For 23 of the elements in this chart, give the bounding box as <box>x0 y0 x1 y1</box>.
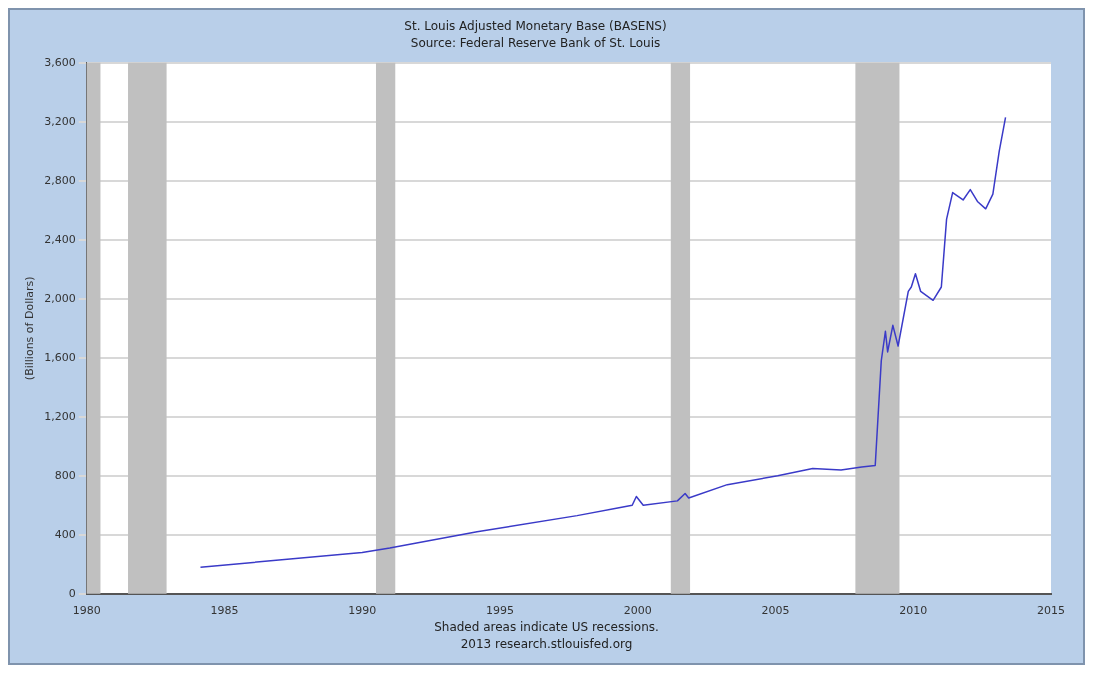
y-tick-label: 3,600 <box>44 55 76 69</box>
x-tick-label: 1980 <box>72 604 101 618</box>
chart-title: St. Louis Adjusted Monetary Base (BASENS) <box>404 19 667 34</box>
y-tick-label: 1,200 <box>44 409 76 423</box>
x-tick-label: 2005 <box>761 604 790 618</box>
y-tick-label: 0 <box>68 586 76 600</box>
y-tick-label: 1,600 <box>44 350 76 364</box>
text: 2013 research.stlouisfed.org <box>460 637 633 651</box>
y-axis-title: (Billions of Dollars) <box>23 276 37 381</box>
y-tick-label: 2,000 <box>44 291 76 305</box>
y-tick-label: 800 <box>54 468 76 482</box>
x-tick-label: 2010 <box>899 604 928 618</box>
x-tick-label: 1995 <box>485 604 514 618</box>
x-tick-label: 2015 <box>1037 604 1065 618</box>
chart-subtitle: Source: Federal Reserve Bank of St. Louis <box>410 35 661 50</box>
y-tick-label: 2,800 <box>44 173 76 187</box>
x-tick-label: 1990 <box>348 604 377 618</box>
y-tick-label: 400 <box>54 527 76 541</box>
text: Shaded areas indicate US recessions. <box>434 620 659 634</box>
x-tick-label: 1985 <box>210 604 239 618</box>
y-tick-label: 3,200 <box>44 114 76 128</box>
y-tick-label: 2,400 <box>44 232 76 246</box>
x-tick-label: 2000 <box>623 604 652 618</box>
